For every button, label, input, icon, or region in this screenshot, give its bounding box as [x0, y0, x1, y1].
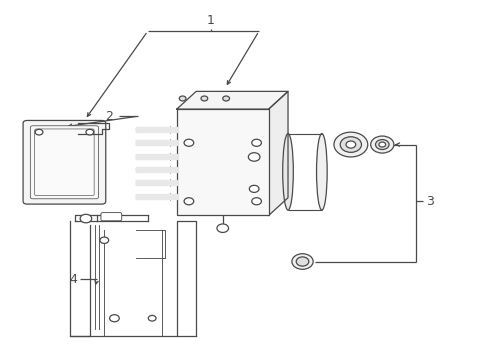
Circle shape: [378, 142, 385, 147]
Circle shape: [86, 129, 94, 135]
Circle shape: [80, 214, 92, 223]
Text: 3: 3: [425, 195, 433, 208]
Polygon shape: [136, 127, 177, 132]
Ellipse shape: [316, 134, 326, 210]
Bar: [177, 109, 268, 215]
FancyBboxPatch shape: [101, 213, 122, 221]
Polygon shape: [136, 194, 177, 199]
Text: 1: 1: [206, 14, 214, 27]
Circle shape: [100, 237, 108, 243]
Circle shape: [183, 198, 193, 205]
FancyBboxPatch shape: [23, 121, 105, 204]
Circle shape: [248, 153, 260, 161]
Text: 2: 2: [105, 110, 113, 123]
Circle shape: [251, 198, 261, 205]
Circle shape: [109, 315, 119, 322]
Circle shape: [183, 139, 193, 146]
Circle shape: [375, 140, 388, 149]
Polygon shape: [268, 91, 287, 215]
Circle shape: [340, 137, 361, 152]
Circle shape: [179, 96, 185, 101]
Ellipse shape: [282, 134, 293, 210]
Polygon shape: [136, 140, 177, 145]
Circle shape: [333, 132, 367, 157]
Circle shape: [217, 224, 228, 233]
FancyBboxPatch shape: [30, 126, 98, 199]
Circle shape: [296, 257, 308, 266]
Polygon shape: [136, 180, 177, 185]
Circle shape: [223, 96, 229, 101]
Circle shape: [291, 254, 312, 269]
FancyBboxPatch shape: [35, 129, 94, 195]
Circle shape: [249, 185, 259, 192]
Circle shape: [35, 129, 43, 135]
Circle shape: [251, 139, 261, 146]
Circle shape: [346, 141, 355, 148]
Polygon shape: [136, 167, 177, 172]
Polygon shape: [136, 154, 177, 159]
Text: 4: 4: [70, 273, 78, 286]
Circle shape: [148, 315, 156, 321]
Circle shape: [370, 136, 393, 153]
Circle shape: [201, 96, 207, 101]
Polygon shape: [177, 91, 287, 109]
